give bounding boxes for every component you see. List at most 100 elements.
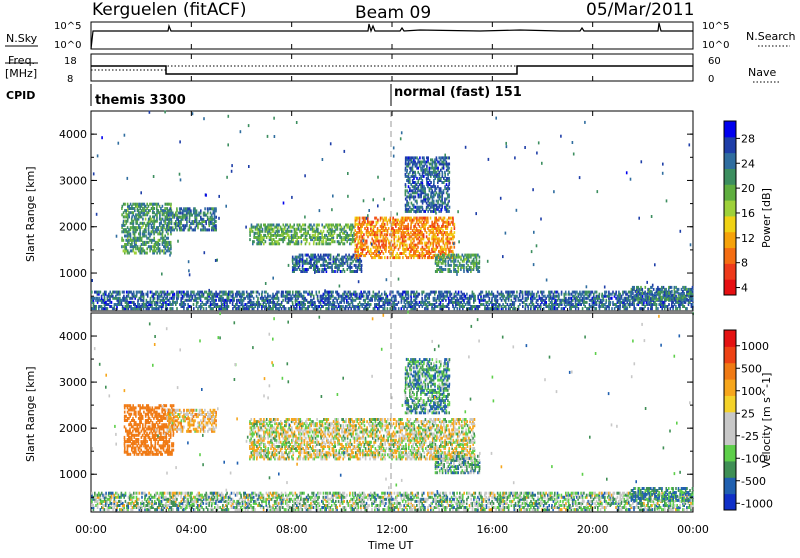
cell-0 [134,243,136,246]
cell-4 [371,229,373,233]
cell-7 [392,307,394,311]
cell-0 [139,226,141,230]
cell-5 [448,170,451,174]
cell-7 [375,292,377,296]
cell-4 [442,229,444,233]
cell-4 [392,229,394,233]
cell-7 [255,300,258,304]
cell-6 [439,265,441,269]
cell-0 [124,234,126,238]
cell-3 [334,257,336,261]
cell-7 [453,294,455,298]
cell-7 [631,300,634,304]
cell-7 [446,294,449,298]
cell-0 [124,202,126,206]
cell-1 [208,220,210,223]
cell-7 [455,294,457,298]
cell-7 [330,294,333,298]
cell-7 [599,298,602,302]
cell-4 [356,216,358,220]
cell-4 [450,245,453,249]
cell-0 [160,236,162,240]
cell-7 [468,300,471,304]
cell-7 [500,307,503,311]
cell-7 [514,296,517,300]
cell-1 [215,215,217,219]
cell-7 [282,292,284,296]
cell-6 [450,270,452,273]
cell-5 [433,185,435,189]
cell-4 [407,216,409,220]
cell-7 [493,307,496,311]
cell-1 [190,222,192,226]
cell-2 [330,225,333,229]
cell-7 [570,303,573,306]
cell-0 [126,226,129,230]
cell-4 [410,243,413,247]
cell-4 [367,249,369,253]
cell-4 [401,241,404,245]
cell-0 [170,204,172,208]
cell-1 [186,220,188,223]
cell-7 [606,294,609,298]
cell-2 [256,225,258,229]
cell-4 [389,243,391,247]
cell-5 [438,209,440,213]
cell-7 [506,294,509,298]
cell-5 [418,160,421,164]
cell-0 [131,245,133,249]
cell-7 [364,300,366,304]
cell-0 [145,228,147,232]
cell-7 [427,307,429,311]
cell-5 [417,209,419,213]
cell-7 [450,298,453,302]
cell-7 [613,303,616,306]
cell-1 [197,226,199,230]
cell-7 [190,290,192,294]
cell-7 [250,300,252,304]
cell-7 [314,303,316,306]
cell-7 [496,307,499,311]
cell-7 [588,303,591,306]
cell-4 [418,220,421,224]
cell-4 [442,241,445,245]
cell-2 [293,236,296,239]
cell-7 [380,305,383,308]
cell-7 [341,294,344,298]
cell-7 [103,296,106,300]
cell-3 [293,257,296,261]
cell-4 [413,252,415,255]
cell-1 [201,220,203,223]
cell-5 [406,156,408,160]
cell-7 [206,300,209,304]
cell-3 [359,268,361,271]
cell-7 [617,300,620,304]
cell-5 [406,201,408,205]
cell-5 [438,195,441,199]
cell-3 [291,270,294,273]
cell-0 [136,221,138,225]
cell-7 [541,300,543,304]
cell-3 [313,265,315,269]
cell-0 [170,245,172,249]
cell-3 [334,270,336,273]
cell-7 [222,303,224,306]
cell-4 [401,243,404,247]
cell-7 [551,303,553,306]
cell-7 [574,300,577,304]
cell-5 [445,187,448,191]
cell-5 [411,174,414,178]
cell-0 [153,236,155,240]
cell-6 [467,268,469,271]
cell-3 [334,265,336,269]
cell-0 [125,213,128,217]
cell-5 [434,185,437,189]
cell-7 [212,303,215,306]
cell-5 [427,172,429,176]
cell-7 [197,307,199,311]
cell-7 [130,296,132,300]
cell-2 [289,240,292,244]
cell-7 [163,298,166,302]
cell-4 [354,239,356,243]
cell-3 [355,265,357,269]
